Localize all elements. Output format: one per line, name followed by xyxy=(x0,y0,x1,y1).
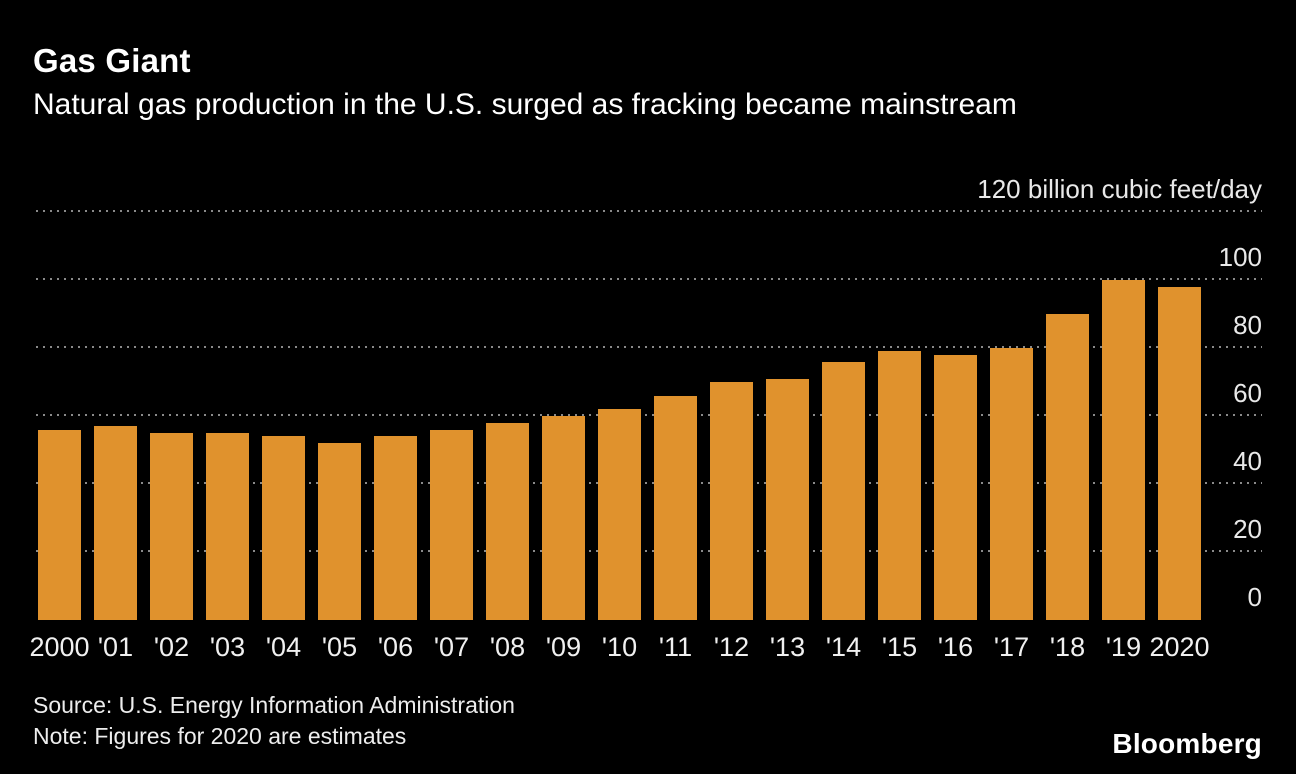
bar-11 xyxy=(654,395,697,620)
gridline-40 xyxy=(36,482,1262,485)
bar-07 xyxy=(430,429,473,620)
note-text: Note: Figures for 2020 are estimates xyxy=(33,723,407,749)
x-tick-label-15: '15 xyxy=(881,632,918,662)
x-tick-label-07: '07 xyxy=(433,632,470,662)
x-tick-label-05: '05 xyxy=(321,632,358,662)
x-tick-label-19: '19 xyxy=(1105,632,1142,662)
plot-area: 120 billion cubic feet/day 100 80 60 40 20 0 xyxy=(36,174,1262,620)
bar-18 xyxy=(1046,314,1089,620)
x-tick-label-12: '12 xyxy=(713,632,750,662)
x-tick-label-04: '04 xyxy=(265,632,302,662)
bar-series xyxy=(38,212,1201,620)
chart-title: Gas Giant xyxy=(33,42,191,79)
y-tick-label-60: 60 xyxy=(1233,378,1262,408)
x-tick-label-2000: 2000 xyxy=(29,632,90,662)
bar-16 xyxy=(934,354,977,620)
bar-06 xyxy=(374,436,417,620)
bar-04 xyxy=(262,436,305,620)
x-tick-label-16: '16 xyxy=(937,632,974,662)
bar-02 xyxy=(150,433,193,620)
bar-05 xyxy=(318,443,361,620)
gridline-20 xyxy=(36,550,1262,553)
x-tick-label-03: '03 xyxy=(209,632,246,662)
bar-14 xyxy=(822,361,865,620)
x-tick-label-18: '18 xyxy=(1049,632,1086,662)
bar-12 xyxy=(710,382,753,620)
bar-08 xyxy=(486,422,529,620)
bar-09 xyxy=(542,416,585,620)
x-tick-label-02: '02 xyxy=(153,632,190,662)
y-tick-label-100: 100 xyxy=(1218,242,1262,272)
y-tick-label-80: 80 xyxy=(1233,310,1262,341)
gridline-60 xyxy=(36,414,1262,416)
y-tick-label-40: 40 xyxy=(1233,446,1262,477)
x-tick-label-10: '10 xyxy=(601,632,638,662)
x-tick-label-06: '06 xyxy=(377,632,414,662)
bar-10 xyxy=(598,409,641,620)
y-tick-label-20: 20 xyxy=(1233,514,1262,545)
x-tick-label-11: '11 xyxy=(658,632,693,662)
gridline-100 xyxy=(36,278,1262,280)
bar-15 xyxy=(878,351,921,620)
gridline-120 xyxy=(36,210,1262,212)
source-text: Source: U.S. Energy Information Administ… xyxy=(33,692,515,718)
bar-01 xyxy=(94,426,137,620)
x-tick-label-2020: 2020 xyxy=(1149,632,1210,662)
chart-subtitle: Natural gas production in the U.S. surge… xyxy=(33,88,1017,121)
bar-19 xyxy=(1102,280,1145,620)
x-tick-label-14: '14 xyxy=(825,632,862,662)
x-tick-label-01: '01 xyxy=(97,632,134,662)
bar-13 xyxy=(766,378,809,620)
x-tick-label-17: '17 xyxy=(993,632,1030,662)
x-tick-label-08: '08 xyxy=(489,632,526,662)
bloomberg-logo: Bloomberg xyxy=(1112,728,1262,759)
bar-03 xyxy=(206,433,249,620)
bar-2000 xyxy=(38,429,81,620)
x-tick-label-13: '13 xyxy=(769,632,806,662)
bar-2020 xyxy=(1158,286,1201,620)
x-axis: 2000'01 '02 '03 '04 '05 '06 '07 '08 '09 '10 '11 '12… xyxy=(29,632,1210,663)
x-tick-label-09: '09 xyxy=(545,632,582,662)
y-tick-label-0: 0 xyxy=(1247,582,1262,612)
gridline-80 xyxy=(36,346,1262,349)
y-tick-label-120: 120 billion cubic feet/day xyxy=(977,174,1262,204)
bar-17 xyxy=(990,348,1033,620)
